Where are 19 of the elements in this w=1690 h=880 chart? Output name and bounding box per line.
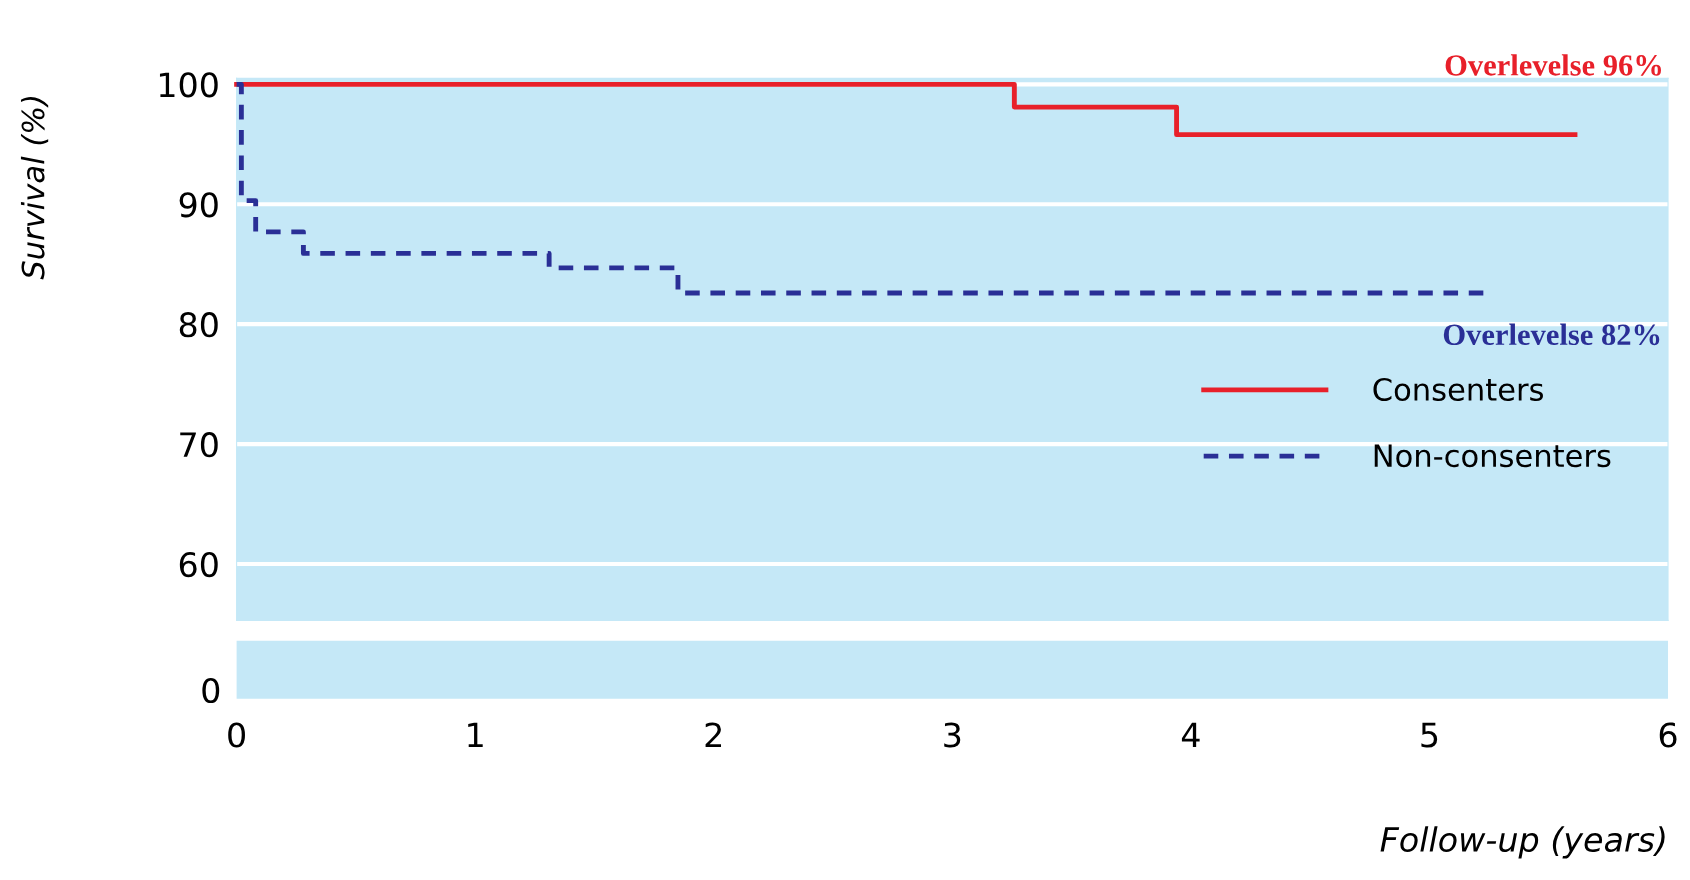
x-tick-label: 6 xyxy=(1659,722,1677,748)
x-tick-label: 4 xyxy=(1181,722,1200,748)
x-tick-label: 3 xyxy=(944,722,961,748)
legend-label: Consenters xyxy=(1373,377,1543,401)
legend-label: Non-consenters xyxy=(1374,444,1611,468)
text: 0 xyxy=(202,677,220,704)
y-tick-label: 70 xyxy=(180,432,218,458)
y-tick-label: 80 xyxy=(179,312,218,338)
x-tick-label: 2 xyxy=(705,722,722,748)
x-tick-label: 5 xyxy=(1421,722,1438,748)
annotation: Overlevelse 96% xyxy=(1445,54,1661,76)
x-tick-label: 0 xyxy=(228,722,245,748)
x-tick-label: 1 xyxy=(468,722,483,748)
y-tick-label: 60 xyxy=(179,551,218,578)
y-tick-label: 90 xyxy=(179,192,218,218)
annotation: Overlevelse 82% xyxy=(1443,323,1660,346)
y-axis-title: Survival (%) xyxy=(20,96,49,280)
y-tick-label: 100 xyxy=(159,72,218,98)
x-axis-title: Follow-up (years) xyxy=(1380,826,1665,859)
